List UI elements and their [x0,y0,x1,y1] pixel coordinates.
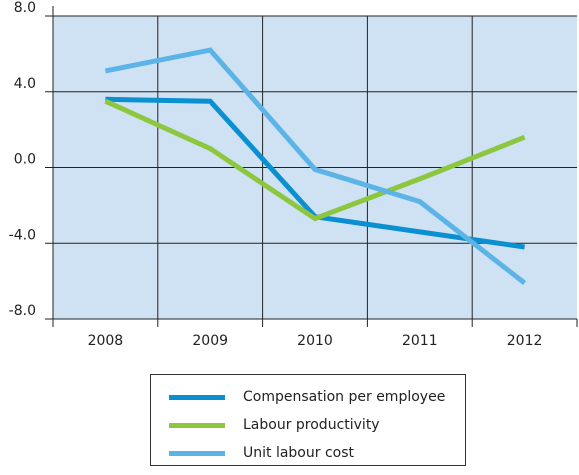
legend: Compensation per employee Labour product… [150,374,466,466]
y-tick-label: 0.0 [14,152,36,168]
axes [52,6,577,320]
legend-label-unit-labour-cost: Unit labour cost [243,445,354,461]
series-line-2 [104,47,527,285]
series-line-1 [104,98,526,222]
x-tick-label: 2009 [192,333,228,349]
legend-label-productivity: Labour productivity [243,417,380,433]
legend-swatch-compensation [169,394,225,400]
y-tick-label: 4.0 [14,76,36,92]
legend-item-compensation: Compensation per employee [169,387,445,407]
y-tick-label: 8.0 [14,0,36,16]
legend-swatch-productivity [169,422,225,428]
legend-swatch-unit-labour-cost [169,450,225,456]
x-tick-label: 2010 [297,333,333,349]
y-tick-label: -8.0 [9,303,36,319]
x-axis-ticks: 2008 2009 2010 2011 2012 [52,319,578,349]
x-tick-label: 2011 [402,333,438,349]
legend-item-productivity: Labour productivity [169,415,380,435]
legend-label-compensation: Compensation per employee [243,389,446,405]
series-lines [104,47,527,285]
y-axis-ticks: 8.0 4.0 0.0 -4.0 -8.0 [9,0,53,320]
x-tick-label: 2008 [88,333,124,349]
legend-item-unit-labour-cost: Unit labour cost [169,443,354,463]
x-tick-label: 2012 [507,333,543,349]
y-tick-label: -4.0 [9,227,36,243]
